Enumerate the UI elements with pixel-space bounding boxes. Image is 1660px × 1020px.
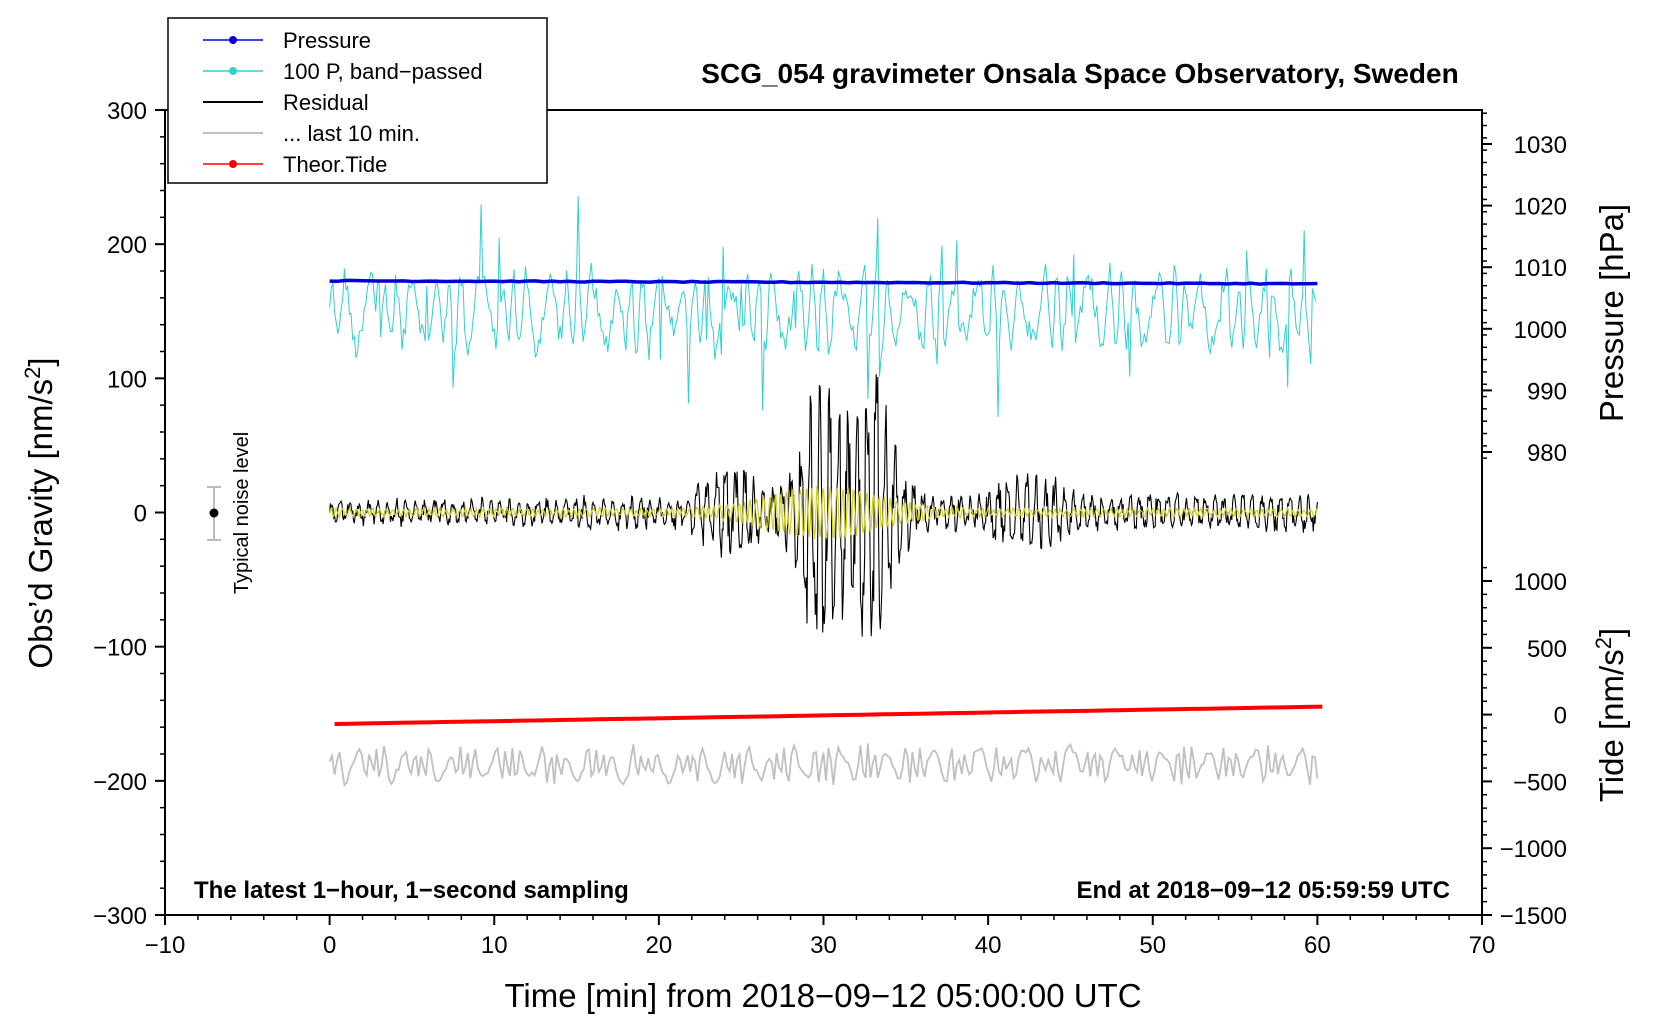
legend-label-theor-tide: Theor.Tide: [283, 152, 387, 177]
plot-frame: [164, 109, 1483, 916]
tide-tick-label: 1000: [1514, 569, 1567, 596]
x-tick-label: 70: [1469, 932, 1496, 959]
pressure-tick-label: 990: [1527, 378, 1567, 405]
legend-label-residual: Residual: [283, 90, 369, 115]
annotation-end-time: End at 2018−09−12 05:59:59 UTC: [1076, 877, 1450, 904]
y-tick-label: 200: [107, 232, 147, 259]
legend-label-last-10-min: ... last 10 min.: [283, 121, 420, 146]
noise-level-bar: Typical noise level: [207, 432, 253, 594]
noise-level-label: Typical noise level: [231, 432, 253, 594]
series-residual: [329, 374, 1318, 637]
pressure-tick-label: 980: [1527, 440, 1567, 467]
legend-label-bandpassed: 100 P, band−passed: [283, 59, 483, 84]
pressure-tick-label: 1000: [1514, 317, 1567, 344]
y-tick-label: −100: [93, 635, 147, 662]
tide-axis-title-sup: 2: [1591, 637, 1616, 649]
y-tick-label: −300: [93, 903, 147, 930]
axis-ticks: −10 0 10 20 30 40 50 60 70−300−200−1000100200300…: [93, 98, 1567, 959]
y-tick-label: 300: [107, 98, 147, 125]
tide-axis-title-end: ]: [1593, 628, 1630, 637]
series-bandpassed-pressure: [329, 196, 1317, 418]
x-tick-label: −10: [145, 932, 186, 959]
noise-bar-dot: [209, 508, 219, 518]
y-tick-label: 100: [107, 366, 147, 393]
legend-box: [167, 17, 548, 184]
y-axis-title-end: ]: [22, 357, 59, 366]
legend-marker-bandpassed: [229, 67, 237, 75]
series-pressure: [329, 278, 1318, 286]
tide-axis-title-main: Tide [nm/s: [1593, 649, 1630, 802]
pressure-tick-label: 1020: [1514, 194, 1567, 221]
legend-entry-last-10-min: ... last 10 min.: [203, 121, 420, 146]
x-tick-label: 50: [1139, 932, 1166, 959]
x-tick-label: 60: [1304, 932, 1331, 959]
x-tick-label: 0: [323, 932, 336, 959]
legend-entry-theor-tide: Theor.Tide: [203, 152, 387, 177]
legend-entry-residual: Residual: [203, 90, 369, 115]
legend-label-pressure: Pressure: [283, 28, 371, 53]
x-tick-label: 40: [975, 932, 1002, 959]
series-filtered-residual: [329, 486, 1318, 540]
tide-tick-label: −1500: [1500, 903, 1567, 930]
series-layer: [328, 196, 1323, 788]
y-axis-title-sup: 2: [20, 367, 45, 379]
legend-marker-pressure: [229, 36, 237, 44]
series-theoretical-tide: [334, 704, 1323, 726]
y-tick-label: −200: [93, 769, 147, 796]
pressure-tick-label: 1010: [1514, 255, 1567, 282]
x-tick-label: 20: [646, 932, 673, 959]
annotation-sampling: The latest 1−hour, 1−second sampling: [194, 877, 629, 904]
y-tick-label: 0: [134, 501, 147, 528]
pressure-axis-title: Pressure [hPa]: [1593, 204, 1630, 422]
legend-entry-pressure: Pressure: [203, 28, 371, 53]
y-axis-title: Obs’d Gravity [nm/s2]: [20, 357, 59, 668]
legend-entry-bandpassed: 100 P, band−passed: [203, 59, 483, 84]
pressure-tick-label: 1030: [1514, 132, 1567, 159]
legend: Pressure 100 P, band−passed Residual ...…: [167, 17, 548, 184]
tide-tick-label: −500: [1513, 769, 1567, 796]
tide-tick-label: 0: [1554, 703, 1567, 730]
x-axis-title: Time [min] from 2018−09−12 05:00:00 UTC: [504, 977, 1141, 1014]
tide-tick-label: −1000: [1500, 836, 1567, 863]
tide-axis-title: Tide [nm/s2]: [1591, 628, 1630, 802]
legend-marker-theor-tide: [229, 160, 237, 168]
chart-title: SCG_054 gravimeter Onsala Space Observat…: [701, 58, 1458, 89]
series-last-10-min: [328, 742, 1319, 788]
tide-tick-label: 500: [1527, 636, 1567, 663]
x-tick-label: 10: [481, 932, 508, 959]
x-tick-label: 30: [810, 932, 837, 959]
y-axis-title-main: Obs’d Gravity [nm/s: [22, 379, 59, 669]
